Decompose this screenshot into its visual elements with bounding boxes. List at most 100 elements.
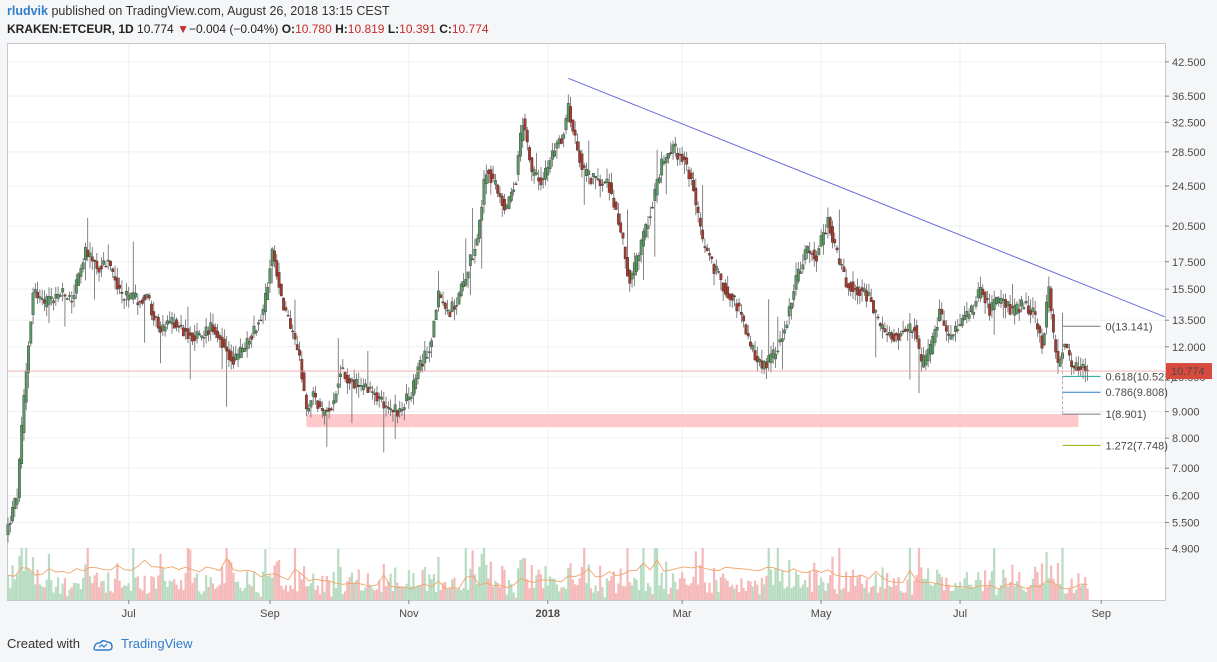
candle — [1024, 292, 1028, 305]
candle-body — [794, 275, 798, 290]
candle — [744, 323, 748, 335]
candle-body — [352, 380, 356, 389]
candle-body — [758, 358, 761, 362]
tradingview-logo-icon[interactable] — [92, 639, 114, 651]
chart-pane[interactable] — [7, 43, 1166, 601]
candle — [115, 267, 119, 295]
candle — [143, 294, 147, 343]
volume-bar — [473, 574, 476, 600]
volume-bar — [646, 583, 650, 600]
candle-body — [434, 309, 438, 321]
candle-body — [341, 367, 345, 370]
volume-bar — [942, 590, 946, 600]
candle-body — [398, 408, 402, 413]
volume-bar — [77, 583, 80, 600]
candle — [714, 259, 718, 276]
volume-bar — [391, 591, 395, 600]
candle — [70, 291, 74, 314]
volume-bar — [259, 596, 262, 600]
candle-body — [282, 297, 285, 311]
candle — [245, 331, 249, 358]
candle-body — [954, 325, 957, 332]
candle — [767, 299, 771, 371]
volume-bar — [927, 568, 930, 600]
volume-bar — [587, 564, 590, 600]
candle — [594, 175, 598, 190]
candle-body — [924, 354, 928, 366]
candle-body — [104, 265, 108, 268]
candle-body — [113, 276, 117, 281]
candle-body — [710, 256, 714, 259]
volume-bar — [471, 550, 474, 600]
volume-bar — [330, 596, 333, 600]
candle-body — [587, 170, 591, 175]
candle — [519, 124, 522, 162]
candle — [298, 341, 301, 362]
y-tick-label: 9.000 — [1172, 407, 1200, 419]
volume-bar — [191, 582, 194, 600]
candle-body — [138, 301, 142, 303]
volume-bar — [735, 584, 738, 600]
candle — [906, 324, 910, 341]
candle-body — [685, 157, 689, 165]
candle-body — [430, 340, 434, 347]
volume-bar — [888, 586, 891, 600]
candle — [783, 321, 787, 340]
volume-bar — [453, 577, 456, 600]
candle — [24, 362, 28, 411]
volume-bar — [346, 581, 349, 600]
candle-body — [799, 271, 802, 274]
candle-body — [965, 311, 969, 318]
volume-bar — [610, 575, 613, 600]
candle-body — [733, 295, 736, 298]
volume-bar — [334, 587, 338, 600]
candle-body — [917, 338, 921, 349]
volume-bar — [45, 579, 48, 600]
volume-bar — [760, 577, 763, 600]
candle — [1054, 334, 1058, 359]
candle-body — [792, 291, 796, 300]
volume-bar — [38, 584, 41, 600]
candle — [478, 219, 481, 243]
volume-bar — [548, 576, 552, 600]
volume-bar — [781, 570, 784, 600]
volume-bar — [195, 573, 199, 600]
candle — [27, 341, 30, 389]
candle — [990, 295, 994, 319]
volume-bar — [22, 570, 26, 600]
candle-body — [603, 181, 607, 184]
candle-body — [61, 288, 65, 293]
volume-bar — [280, 585, 283, 600]
candle-body — [867, 292, 871, 296]
volume-bar — [141, 590, 144, 600]
candle — [22, 389, 26, 441]
volume-bar — [603, 597, 606, 600]
candle — [935, 316, 939, 338]
tradingview-link[interactable]: TradingView — [121, 636, 193, 651]
candle-body — [833, 239, 837, 244]
candle — [997, 295, 1001, 307]
volume-bar — [145, 593, 149, 600]
volume-bar — [394, 567, 397, 600]
candle — [118, 277, 122, 295]
volume-bar — [307, 586, 310, 600]
volume-bar — [963, 578, 966, 600]
candles — [6, 94, 1089, 543]
candle-body — [170, 317, 174, 325]
candle-body — [311, 391, 315, 397]
candle — [252, 315, 256, 339]
volume-bar — [908, 548, 912, 600]
candle — [521, 117, 525, 148]
author-link[interactable]: rludvik — [7, 4, 48, 18]
candle — [263, 283, 267, 321]
volume-bar — [34, 584, 37, 600]
volume-bar — [644, 590, 647, 600]
volume-bar — [544, 565, 547, 600]
candle-body — [493, 179, 497, 185]
candle — [892, 328, 896, 343]
candle — [644, 222, 648, 241]
high-label: H: — [335, 22, 348, 36]
candle — [862, 283, 866, 296]
candle-body — [842, 266, 846, 272]
